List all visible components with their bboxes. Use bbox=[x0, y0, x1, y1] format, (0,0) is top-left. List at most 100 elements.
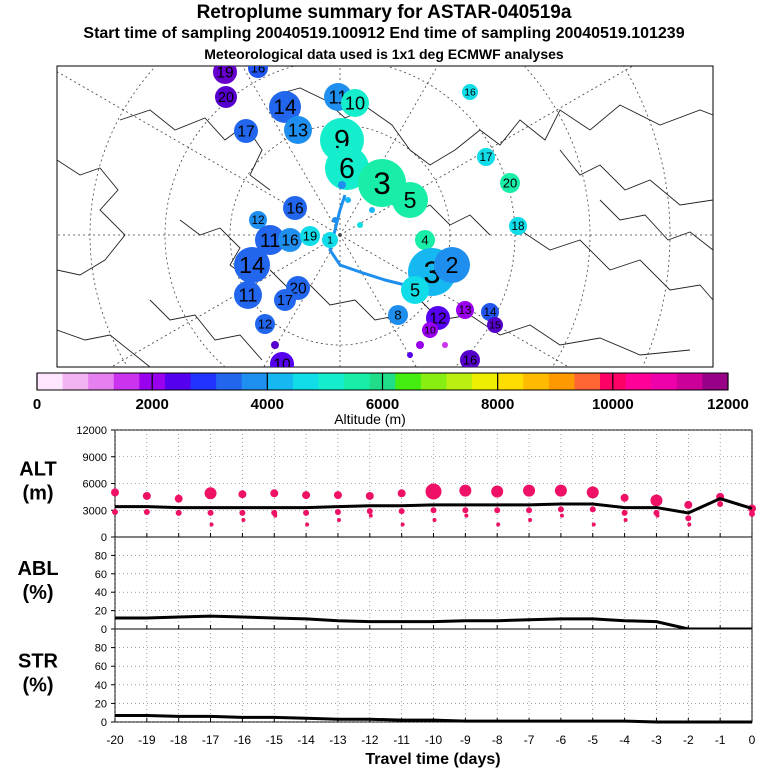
alt-lower-point bbox=[175, 509, 182, 516]
alt-lower-point bbox=[462, 507, 469, 514]
colorbar-segment bbox=[420, 373, 447, 390]
panel-ylabel: ALT bbox=[19, 459, 56, 481]
alt-lower-point bbox=[685, 515, 692, 522]
plume-marker bbox=[322, 232, 338, 248]
alt-low-point bbox=[336, 518, 341, 523]
alt-lower-point bbox=[717, 501, 724, 508]
plume-marker bbox=[422, 322, 438, 338]
plume-marker bbox=[401, 276, 429, 304]
y-tick-label: 3000 bbox=[83, 505, 107, 517]
colorbar-tick-label: 4000 bbox=[251, 396, 284, 413]
colorbar-tick-label: 0 bbox=[33, 396, 41, 413]
colorbar-tick-label: 2000 bbox=[135, 396, 168, 413]
plume-marker-label: 18 bbox=[511, 220, 524, 233]
x-tick-label: -6 bbox=[556, 733, 567, 747]
colorbar-segment bbox=[548, 373, 575, 390]
x-tick-label: 0 bbox=[749, 733, 756, 747]
plume-marker bbox=[270, 352, 294, 367]
plume-marker-label: 3 bbox=[373, 166, 390, 201]
colorbar-tick-label: 10000 bbox=[592, 396, 634, 413]
plume-marker-label: 2 bbox=[445, 252, 458, 278]
alt-lower-point bbox=[749, 510, 755, 517]
colorbar-segment bbox=[37, 373, 64, 390]
plume-marker-label: 13 bbox=[458, 304, 471, 317]
plume-marker bbox=[392, 182, 428, 218]
x-tick-label: -10 bbox=[425, 733, 443, 747]
alt-lower-point bbox=[621, 509, 628, 516]
panel-str: 80 60 40 20 0 STR(%) bbox=[18, 628, 753, 729]
panel-frame bbox=[114, 628, 753, 723]
panel-ylabel: ABL bbox=[17, 558, 58, 580]
colorbar-segment bbox=[395, 373, 422, 390]
plume-marker bbox=[462, 84, 478, 100]
alt-low-point bbox=[496, 522, 501, 527]
alt-lower-point bbox=[143, 509, 150, 516]
plume-marker bbox=[215, 86, 237, 108]
colorbar-label: Altitude (m) bbox=[334, 411, 406, 427]
alt-lower-point bbox=[207, 509, 214, 516]
colorbar-segment bbox=[446, 373, 473, 390]
alt-low-point bbox=[305, 522, 310, 527]
alt-upper-point bbox=[459, 484, 472, 497]
plume-marker-label: 16 bbox=[251, 61, 265, 76]
plume-marker-label: 17 bbox=[277, 293, 293, 309]
colorbar-segment bbox=[241, 373, 268, 390]
colorbar-segment bbox=[651, 373, 678, 390]
coastline bbox=[57, 159, 126, 276]
plume-marker-label: 16 bbox=[281, 232, 298, 249]
y-tick-label: 0 bbox=[101, 717, 107, 729]
alt-upper-point bbox=[365, 491, 374, 500]
plume-marker-label: 14 bbox=[273, 96, 296, 119]
plume-marker-label: 1 bbox=[327, 236, 333, 247]
plume-marker-label: 6 bbox=[339, 153, 355, 185]
colorbar-segment bbox=[292, 373, 320, 390]
alt-upper-point bbox=[111, 488, 119, 497]
plume-marker bbox=[509, 217, 527, 235]
alt-upper-point bbox=[684, 500, 693, 509]
plume-marker bbox=[213, 66, 237, 84]
alt-low-point bbox=[591, 522, 596, 527]
plume-marker bbox=[284, 116, 312, 144]
chart-title: Retroplume summary for ASTAR-040519a bbox=[196, 2, 572, 23]
alt-mean-line bbox=[115, 497, 753, 515]
altitude-colorbar: 0 2000 4000 6000 8000 10000 12000 bbox=[33, 372, 749, 413]
alt-lower-point bbox=[398, 508, 405, 515]
colorbar-segment bbox=[676, 373, 703, 390]
colorbar-segment bbox=[574, 373, 601, 390]
coastline bbox=[599, 199, 713, 251]
coastline bbox=[57, 329, 151, 367]
colorbar-segment bbox=[318, 373, 345, 390]
coastline bbox=[149, 299, 263, 361]
trajectory-path bbox=[328, 194, 426, 287]
alt-low-point bbox=[687, 522, 692, 527]
colorbar-segment bbox=[472, 373, 499, 390]
abl-line bbox=[115, 614, 752, 631]
colorbar-segment bbox=[702, 373, 729, 390]
plume-marker-label: 16 bbox=[286, 200, 303, 217]
meridian-line bbox=[263, 234, 341, 367]
y-tick-label: 0 bbox=[101, 532, 107, 544]
x-tick-label: -2 bbox=[683, 733, 694, 747]
plume-marker-label: 16 bbox=[464, 88, 476, 99]
plume-marker bbox=[234, 247, 270, 283]
alt-low-point bbox=[623, 518, 628, 523]
x-tick-label: -7 bbox=[524, 733, 535, 747]
plume-marker bbox=[500, 173, 520, 193]
plume-marker bbox=[481, 303, 499, 321]
x-tick-label: -4 bbox=[619, 733, 630, 747]
x-tick-label: -18 bbox=[170, 733, 188, 747]
plume-marker bbox=[274, 289, 296, 311]
alt-upper-point bbox=[650, 494, 663, 507]
y-tick-label: 12000 bbox=[76, 425, 107, 437]
map-frame bbox=[56, 65, 714, 368]
alt-lower-point bbox=[526, 507, 533, 514]
x-tick-label: -3 bbox=[651, 733, 662, 747]
x-tick-label: -8 bbox=[492, 733, 503, 747]
alt-upper-point bbox=[238, 490, 247, 499]
alt-upper-point bbox=[270, 489, 279, 498]
plume-marker-label: 10 bbox=[424, 326, 436, 337]
alt-upper-point bbox=[554, 484, 567, 497]
alt-low-point bbox=[432, 518, 437, 523]
plume-marker-label: 15 bbox=[489, 321, 501, 332]
